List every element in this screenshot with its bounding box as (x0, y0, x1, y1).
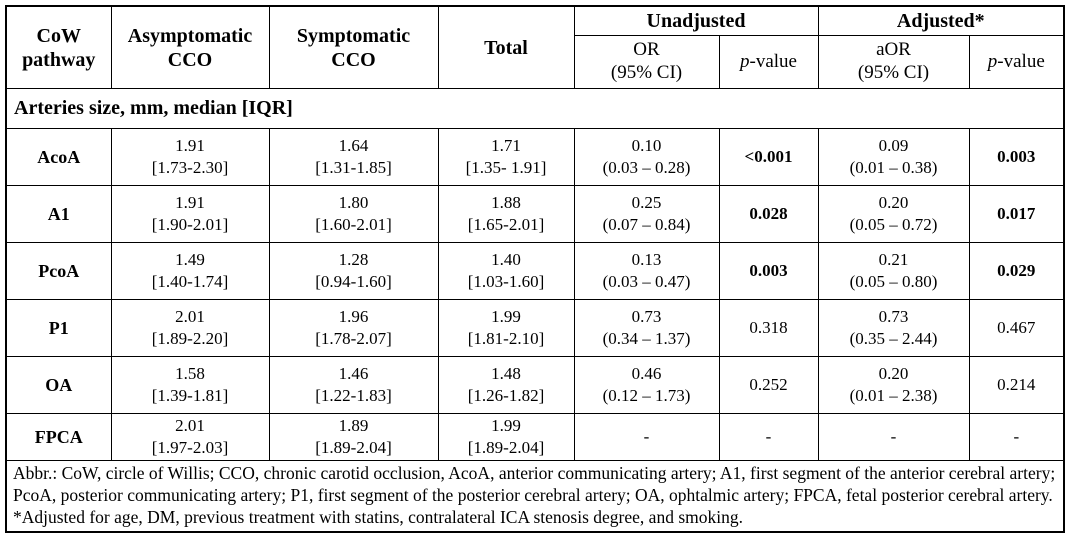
aor-cell: 0.21 (0.05 – 0.80) (817, 242, 970, 300)
header-or-ci: OR (95% CI) (573, 35, 720, 89)
adjusted-p-value-cell: - (968, 412, 1065, 462)
header-total: Total (437, 5, 575, 89)
adjusted-p-value-cell: 0.017 (968, 185, 1065, 243)
symptomatic-cell: 1.80 [1.60-2.01] (268, 185, 439, 243)
p-value-cell: 0.003 (718, 242, 819, 300)
total-cell: 1.71 [1.35- 1.91] (437, 128, 575, 186)
section-row: Arteries size, mm, median [IQR] (5, 88, 1065, 129)
asymptomatic-cell: 1.91 [1.73-2.30] (110, 128, 270, 186)
adjusted-p-value-cell: 0.029 (968, 242, 1065, 300)
or-cell: 0.13 (0.03 – 0.47) (573, 242, 720, 300)
p-italic: p (740, 50, 750, 72)
header-asymptomatic-cco: Asymptomatic CCO (110, 5, 270, 89)
header-p-value-adjusted: p-value (968, 35, 1065, 89)
or-cell: 0.73 (0.34 – 1.37) (573, 299, 720, 357)
symptomatic-cell: 1.96 [1.78-2.07] (268, 299, 439, 357)
pathway-cell: AcoA (5, 128, 112, 186)
pathway-cell: OA (5, 356, 112, 414)
table-row-p1: P1 2.01 [1.89-2.20] 1.96 [1.78-2.07] 1.99[… (5, 299, 1065, 357)
total-cell: 1.40 [1.03-1.60] (437, 242, 575, 300)
aor-cell: - (817, 412, 970, 462)
asymptomatic-cell: 2.01 [1.97-2.03] (110, 412, 270, 462)
aor-cell: 0.09 (0.01 – 0.38) (817, 128, 970, 186)
header-symptomatic-cco: Symptomatic CCO (268, 5, 439, 89)
cow-pathway-results-table: CoW pathway Asymptomatic CCO Symptomatic… (5, 5, 1066, 534)
footnote-row: Abbr.: CoW, circle of Willis; CCO, chron… (5, 460, 1065, 533)
pathway-cell: FPCA (5, 412, 112, 462)
header-adjusted: Adjusted* (817, 5, 1065, 36)
symptomatic-cell: 1.46 [1.22-1.83] (268, 356, 439, 414)
total-cell: 1.48 [1.26-1.82] (437, 356, 575, 414)
p-italic: p (987, 50, 998, 72)
table-row-pcoa: PcoA 1.49 [1.40-1.74] 1.28 [0.94-1.60] 1.4… (5, 242, 1065, 300)
total-cell: 1.99 [1.81-2.10] (437, 299, 575, 357)
aor-cell: 0.73 (0.35 – 2.44) (817, 299, 970, 357)
total-cell: 1.99 [1.89-2.04] (437, 412, 575, 462)
header-p-value-unadjusted: p-value (718, 35, 819, 89)
symptomatic-cell: 1.64 [1.31-1.85] (268, 128, 439, 186)
p-value-cell: 0.252 (718, 356, 819, 414)
adjustment-note: *Adjusted for age, DM, previous treatmen… (13, 506, 743, 527)
p-value-cell: 0.028 (718, 185, 819, 243)
p-rest: -value (749, 50, 797, 72)
header-row-sub: OR (95% CI) p-value aOR (95% CI) p-value (6, 35, 1065, 89)
header-unadjusted: Unadjusted (573, 5, 819, 36)
asymptomatic-cell: 1.91 [1.90-2.01] (110, 185, 270, 243)
pathway-cell: P1 (5, 299, 112, 357)
table-row-oa: OA 1.58 [1.39-1.81] 1.46 [1.22-1.83] 1.48[… (5, 356, 1065, 414)
section-title: Arteries size, mm, median [IQR] (5, 88, 1065, 129)
p-rest: -value (997, 50, 1045, 72)
table-row-fpca: FPCA 2.01 [1.97-2.03] 1.89 [1.89-2.04] 1.9… (5, 412, 1065, 462)
or-cell: 0.10 (0.03 – 0.28) (573, 128, 720, 186)
symptomatic-cell: 1.28 [0.94-1.60] (268, 242, 439, 300)
p-value-cell: - (718, 412, 819, 462)
table-row-a1: A1 1.91 [1.90-2.01] 1.80 [1.60-2.01] 1.88[… (5, 185, 1065, 243)
pathway-cell: PcoA (5, 242, 112, 300)
or-cell: 0.25 (0.07 – 0.84) (573, 185, 720, 243)
total-cell: 1.88 [1.65-2.01] (437, 185, 575, 243)
p-value-cell: <0.001 (718, 128, 819, 186)
adjusted-p-value-cell: 0.467 (968, 299, 1065, 357)
footnote-cell: Abbr.: CoW, circle of Willis; CCO, chron… (5, 460, 1065, 533)
header-cow-pathway: CoW pathway (5, 5, 112, 89)
aor-cell: 0.20 (0.01 – 2.38) (817, 356, 970, 414)
adjusted-p-value-cell: 0.214 (968, 356, 1065, 414)
or-cell: 0.46 (0.12 – 1.73) (573, 356, 720, 414)
aor-cell: 0.20 (0.05 – 0.72) (817, 185, 970, 243)
pathway-cell: A1 (5, 185, 112, 243)
p-value-cell: 0.318 (718, 299, 819, 357)
adjusted-p-value-cell: 0.003 (968, 128, 1065, 186)
symptomatic-cell: 1.89 [1.89-2.04] (268, 412, 439, 462)
asymptomatic-cell: 1.49 [1.40-1.74] (110, 242, 270, 300)
header-row-top: CoW pathway Asymptomatic CCO Symptomatic… (5, 5, 1065, 89)
abbreviations-note: Abbr.: CoW, circle of Willis; CCO, chron… (13, 463, 1056, 505)
table-row-acoa: AcoA 1.91 [1.73-2.30] 1.64 [1.31-1.85] 1.7… (5, 128, 1065, 186)
asymptomatic-cell: 1.58 [1.39-1.81] (110, 356, 270, 414)
header-aor-ci: aOR (95% CI) (817, 35, 970, 89)
asymptomatic-cell: 2.01 [1.89-2.20] (110, 299, 270, 357)
or-cell: - (573, 412, 720, 462)
